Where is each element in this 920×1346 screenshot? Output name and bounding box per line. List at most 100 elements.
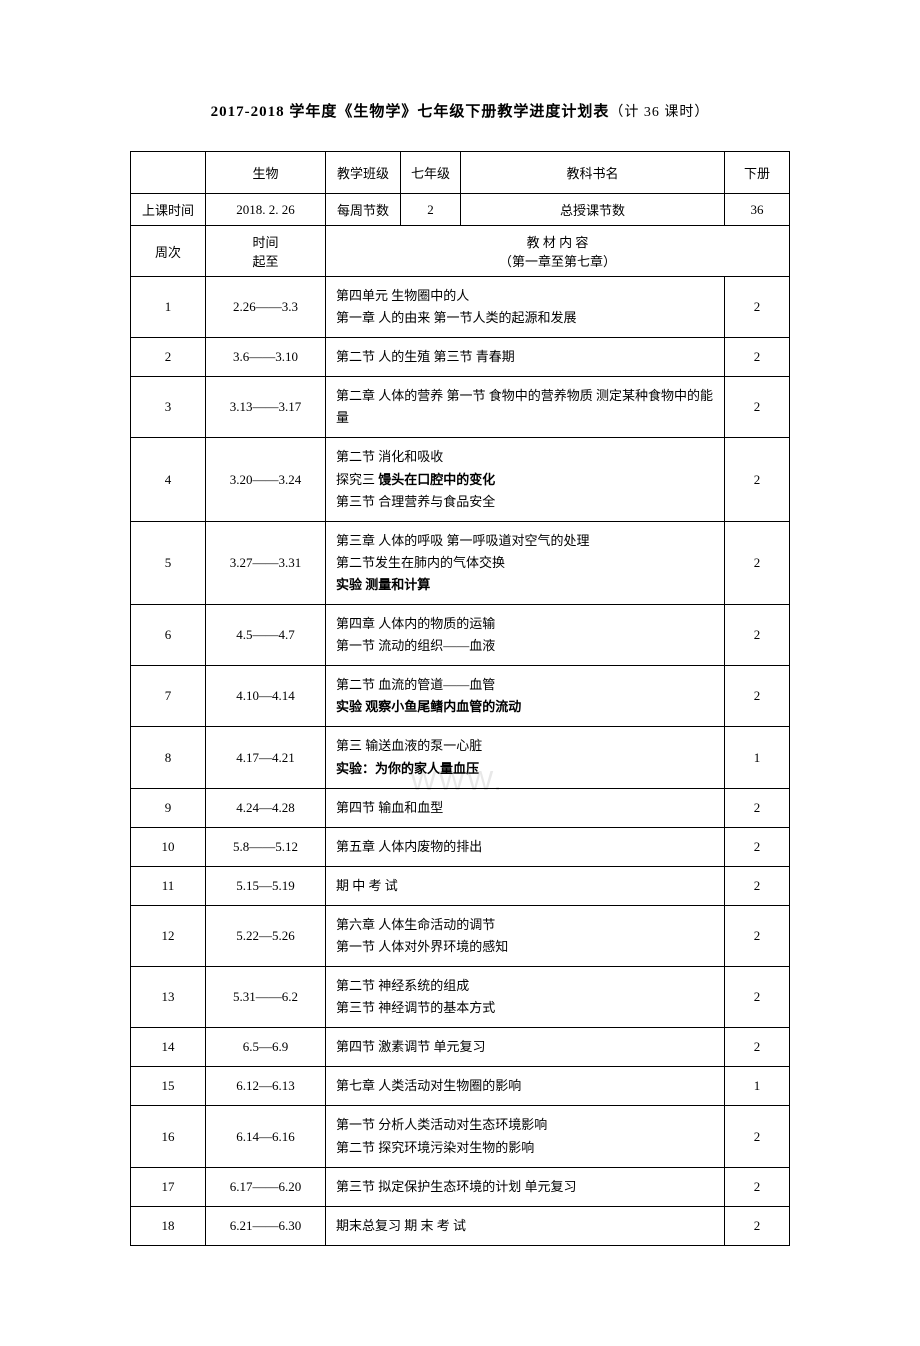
hours-cell: 2 [725,338,790,377]
content-cell: 第六章 人体生命活动的调节第一节 人体对外界环境的感知 [326,905,725,966]
content-cell: 第四节 输血和血型 [326,788,725,827]
hours-cell: 2 [725,1167,790,1206]
time-cell: 5.15—5.19 [206,866,326,905]
time-cell: 4.10—4.14 [206,666,326,727]
header-row-3: 周次 时间 起至 教 材 内 容 （第一章至第七章） [131,226,790,277]
hdr-week-col: 周次 [131,226,206,277]
schedule-body: 12.26——3.3第四单元 生物圈中的人第一章 人的由来 第一节人类的起源和发… [131,277,790,1246]
week-cell: 11 [131,866,206,905]
content-cell: 期末总复习 期 末 考 试 [326,1206,725,1245]
content-cell: 第二节 血流的管道——血管实验 观察小鱼尾鳍内血管的流动 [326,666,725,727]
hdr-time-col: 时间 起至 [206,226,326,277]
time-cell: 5.22—5.26 [206,905,326,966]
content-cell: 第二节 消化和吸收 探究三 馒头在口腔中的变化 第三节 合理营养与食品安全 [326,438,725,521]
table-row: 176.17——6.20第三节 拟定保护生态环境的计划 单元复习2 [131,1167,790,1206]
content-cell: 第二章 人体的营养 第一节 食物中的营养物质 测定某种食物中的能量 [326,377,725,438]
hours-cell: 2 [725,666,790,727]
hours-cell: 2 [725,377,790,438]
week-cell: 10 [131,827,206,866]
week-cell: 5 [131,521,206,604]
content-cell: 第三章 人体的呼吸 第一呼吸道对空气的处理第二节发生在肺内的气体交换 实验 测量… [326,521,725,604]
content-cell: 第七章 人类活动对生物圈的影响 [326,1067,725,1106]
table-row: 53.27——3.31第三章 人体的呼吸 第一呼吸道对空气的处理第二节发生在肺内… [131,521,790,604]
time-cell: 5.8——5.12 [206,827,326,866]
table-row: 84.17—4.21第三 输送血液的泵一心脏实验：为你的家人量血压1 [131,727,790,788]
hdr-book-label: 教科书名 [461,152,725,194]
hdr-total-count: 36 [725,194,790,226]
table-row: 12.26——3.3第四单元 生物圈中的人第一章 人的由来 第一节人类的起源和发… [131,277,790,338]
time-cell: 3.13——3.17 [206,377,326,438]
hdr-grade: 七年级 [401,152,461,194]
hours-cell: 2 [725,1028,790,1067]
hours-cell: 2 [725,905,790,966]
table-row: 166.14—6.16第一节 分析人类活动对生态环境影响第二节 探究环境污染对生… [131,1106,790,1167]
week-cell: 15 [131,1067,206,1106]
content-cell: 第三节 拟定保护生态环境的计划 单元复习 [326,1167,725,1206]
table-row: 33.13——3.17 第二章 人体的营养 第一节 食物中的营养物质 测定某种食… [131,377,790,438]
hdr-content-col: 教 材 内 容 （第一章至第七章） [326,226,790,277]
title-text: 2017-2018 学年度《生物学》七年级下册教学进度计划表 [211,104,610,120]
content-cell: 第五章 人体内废物的排出 [326,827,725,866]
hours-cell: 2 [725,788,790,827]
content-cell: 期 中 考 试 [326,866,725,905]
week-cell: 2 [131,338,206,377]
week-cell: 18 [131,1206,206,1245]
week-cell: 13 [131,967,206,1028]
table-row: 146.5—6.9第四节 激素调节 单元复习2 [131,1028,790,1067]
time-cell: 6.14—6.16 [206,1106,326,1167]
title-suffix: （计 36 课时） [609,105,709,120]
hours-cell: 2 [725,1206,790,1245]
table-row: 135.31——6.2第二节 神经系统的组成第三节 神经调节的基本方式2 [131,967,790,1028]
document-container: WWW. 2017-2018 学年度《生物学》七年级下册教学进度计划表（计 36… [130,100,790,1246]
hdr-class-label: 教学班级 [326,152,401,194]
header-row-1: 生物 教学班级 七年级 教科书名 下册 [131,152,790,194]
week-cell: 9 [131,788,206,827]
week-cell: 17 [131,1167,206,1206]
week-cell: 1 [131,277,206,338]
time-cell: 2.26——3.3 [206,277,326,338]
content-cell: 第一节 分析人类活动对生态环境影响第二节 探究环境污染对生物的影响 [326,1106,725,1167]
hdr-subject: 生物 [206,152,326,194]
content-cell: 第三 输送血液的泵一心脏实验：为你的家人量血压 [326,727,725,788]
week-cell: 16 [131,1106,206,1167]
content-cell: 第四节 激素调节 单元复习 [326,1028,725,1067]
table-row: 94.24—4.28第四节 输血和血型2 [131,788,790,827]
time-cell: 6.5—6.9 [206,1028,326,1067]
time-cell: 6.12—6.13 [206,1067,326,1106]
week-cell: 8 [131,727,206,788]
content-cell: 第二节 神经系统的组成第三节 神经调节的基本方式 [326,967,725,1028]
time-cell: 4.17—4.21 [206,727,326,788]
hours-cell: 2 [725,277,790,338]
schedule-table: 生物 教学班级 七年级 教科书名 下册 上课时间 2018. 2. 26 每周节… [130,151,790,1246]
hdr-start-date: 2018. 2. 26 [206,194,326,226]
hours-cell: 2 [725,827,790,866]
content-cell: 第四单元 生物圈中的人第一章 人的由来 第一节人类的起源和发展 [326,277,725,338]
week-cell: 14 [131,1028,206,1067]
table-row: 125.22—5.26第六章 人体生命活动的调节第一节 人体对外界环境的感知2 [131,905,790,966]
table-row: 115.15—5.19 期 中 考 试2 [131,866,790,905]
time-cell: 3.27——3.31 [206,521,326,604]
time-cell: 4.5——4.7 [206,605,326,666]
time-cell: 3.6——3.10 [206,338,326,377]
table-row: 64.5——4.7第四章 人体内的物质的运输第一节 流动的组织——血液2 [131,605,790,666]
header-row-2: 上课时间 2018. 2. 26 每周节数 2 总授课节数 36 [131,194,790,226]
hours-cell: 2 [725,605,790,666]
hours-cell: 2 [725,521,790,604]
week-cell: 6 [131,605,206,666]
hours-cell: 2 [725,438,790,521]
hdr-start-label: 上课时间 [131,194,206,226]
hours-cell: 2 [725,866,790,905]
time-cell: 5.31——6.2 [206,967,326,1028]
week-cell: 3 [131,377,206,438]
time-cell: 6.21——6.30 [206,1206,326,1245]
content-cell: 第四章 人体内的物质的运输第一节 流动的组织——血液 [326,605,725,666]
time-cell: 4.24—4.28 [206,788,326,827]
hours-cell: 1 [725,1067,790,1106]
table-row: 23.6——3.10第二节 人的生殖 第三节 青春期2 [131,338,790,377]
table-row: 74.10—4.14第二节 血流的管道——血管实验 观察小鱼尾鳍内血管的流动2 [131,666,790,727]
week-cell: 7 [131,666,206,727]
hdr-weekly-label: 每周节数 [326,194,401,226]
table-row: 186.21——6.30期末总复习 期 末 考 试2 [131,1206,790,1245]
time-cell: 6.17——6.20 [206,1167,326,1206]
week-cell: 4 [131,438,206,521]
